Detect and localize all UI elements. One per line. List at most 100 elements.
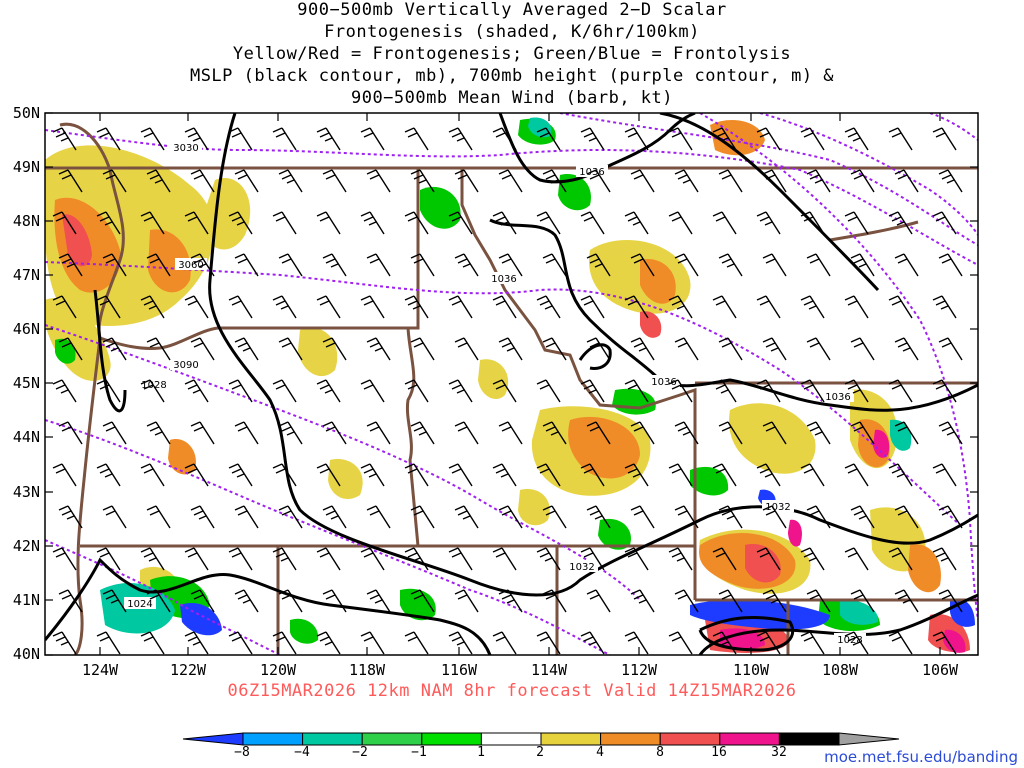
wind-barb [938,505,963,529]
wind-barb [888,631,913,655]
colorbar-swatch [242,732,304,746]
wind-barb [624,463,649,487]
wind-barb [146,589,171,613]
wind-barb [52,463,77,487]
wind-barb [52,295,77,319]
wind-barb [762,589,787,613]
wind-barb [762,169,787,193]
wind-barb [800,631,825,655]
wind-barb [454,169,479,193]
wind-barb [800,211,825,235]
wind-barb [404,547,429,571]
wind-barb [454,337,479,361]
wind-barb [146,169,171,193]
wind-barb [492,127,517,151]
wind-barb [712,211,737,235]
wind-barb [410,253,435,277]
wind-barb [102,169,127,193]
colorbar-label: 32 [771,745,787,760]
lat-label: 45N [12,374,40,392]
title-line-5: 900−500mb Mean Wind (barb, kt) [350,88,674,108]
wind-barb [448,631,473,655]
wind-barb [938,337,963,361]
wind-barb [58,589,83,613]
mslp-label: 1024 [124,597,156,610]
wind-barb [366,505,391,529]
lat-label: 47N [12,266,40,284]
wind-barb [586,421,611,445]
wind-barb [360,379,385,403]
wind-barb [190,169,215,193]
wind-barb [492,547,517,571]
wind-barb [894,421,919,445]
wind-barb [190,253,215,277]
wind-barb [932,547,957,571]
map-frame [44,112,979,656]
wind-barb [624,211,649,235]
svg-text:1036: 1036 [651,377,676,388]
wind-barb [894,253,919,277]
wind-barb [228,211,253,235]
wind-barb [542,505,567,529]
mslp-label: 1032 [762,500,794,513]
lon-label: 122W [169,661,207,679]
lon-label: 110W [732,661,770,679]
wind-barb [448,547,473,571]
wind-barb [894,589,919,613]
wind-barbs [52,127,963,655]
wind-barb [360,547,385,571]
wind-barb [316,379,341,403]
wind-barb [668,211,693,235]
wind-barb [668,463,693,487]
wind-barb [630,421,655,445]
wind-barb [366,169,391,193]
colorbar-swatch [302,732,363,746]
wind-barb [322,505,347,529]
wind-barb [938,253,963,277]
wind-barb [850,505,875,529]
wind-barb [718,505,743,529]
title-line-3: Yellow/Red = Frontogenesis; Green/Blue =… [232,44,792,64]
wind-barb [454,505,479,529]
wind-barb [762,337,787,361]
wind-barb [272,631,297,655]
svg-text:3060: 3060 [178,260,203,271]
wind-barb [580,379,605,403]
wind-barb [586,253,611,277]
lon-label: 114W [530,661,568,679]
colorbar-label: 1 [477,745,485,760]
wind-barb [888,463,913,487]
wind-barb [756,127,781,151]
wind-barb [844,463,869,487]
mslp-label: 1036 [822,390,854,403]
height-contours [45,113,978,655]
wind-barb [146,421,171,445]
wind-barb [448,211,473,235]
wind-barb [360,211,385,235]
wind-barb [712,127,737,151]
wind-barb [668,295,693,319]
wind-barb [146,505,171,529]
wind-barb [668,379,693,403]
wind-barb [536,379,561,403]
wind-barb [360,295,385,319]
colorbar-swatch [719,732,780,746]
wind-barb [102,589,127,613]
colorbar-swatch [778,732,840,746]
wind-barb [140,547,165,571]
wind-barb [184,295,209,319]
wind-barb [932,127,957,151]
wind-barb [234,253,259,277]
wind-barb [234,505,259,529]
svg-text:1032: 1032 [569,562,594,573]
wind-barb [536,463,561,487]
wind-barb [888,295,913,319]
wind-barb [146,337,171,361]
wind-barb [322,169,347,193]
wind-barb [410,169,435,193]
lon-label: 116W [440,661,478,679]
wind-barb [184,547,209,571]
wind-barb [806,169,831,193]
credit-link[interactable]: moe.met.fsu.edu/banding [824,748,1018,766]
